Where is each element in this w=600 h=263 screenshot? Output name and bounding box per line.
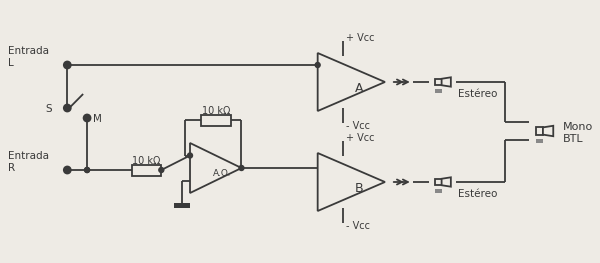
Text: - Vcc: - Vcc [346, 121, 370, 131]
Circle shape [85, 168, 89, 173]
Bar [174, 203, 190, 208]
Text: B: B [355, 181, 364, 195]
Text: - Vcc: - Vcc [346, 221, 370, 231]
Text: M: M [93, 114, 102, 124]
Bar [536, 127, 543, 135]
Polygon shape [317, 53, 385, 111]
Text: A: A [355, 82, 364, 94]
Bar [435, 89, 442, 93]
Polygon shape [317, 153, 385, 211]
Circle shape [188, 153, 193, 158]
Text: +: + [195, 179, 205, 189]
Circle shape [85, 168, 89, 173]
Text: A.O.: A.O. [212, 169, 231, 178]
Bar [435, 79, 442, 85]
Bar [536, 139, 543, 143]
Polygon shape [442, 77, 451, 87]
Text: Mono
BTL: Mono BTL [563, 122, 593, 144]
Text: -: - [195, 149, 199, 159]
Polygon shape [442, 177, 451, 187]
Circle shape [64, 62, 71, 68]
Circle shape [65, 168, 69, 172]
Circle shape [65, 63, 69, 67]
Circle shape [239, 165, 244, 170]
Text: Estéreo: Estéreo [458, 89, 497, 99]
Circle shape [159, 168, 164, 173]
Text: + Vcc: + Vcc [346, 33, 375, 43]
Text: + Vcc: + Vcc [346, 133, 375, 143]
Bar [435, 179, 442, 185]
Circle shape [64, 104, 71, 112]
Circle shape [315, 63, 320, 68]
Polygon shape [543, 126, 553, 136]
Polygon shape [190, 143, 241, 193]
Bar [131, 164, 161, 175]
Bar [201, 114, 230, 125]
Circle shape [64, 166, 71, 174]
Text: Estéreo: Estéreo [458, 189, 497, 199]
Text: 10 kΩ: 10 kΩ [132, 156, 161, 166]
Text: 10 kΩ: 10 kΩ [202, 106, 230, 116]
Circle shape [83, 114, 91, 122]
Text: S: S [46, 104, 52, 114]
Text: Entrada
R: Entrada R [8, 151, 49, 173]
Text: Entrada
L: Entrada L [8, 46, 49, 68]
Bar [435, 189, 442, 193]
